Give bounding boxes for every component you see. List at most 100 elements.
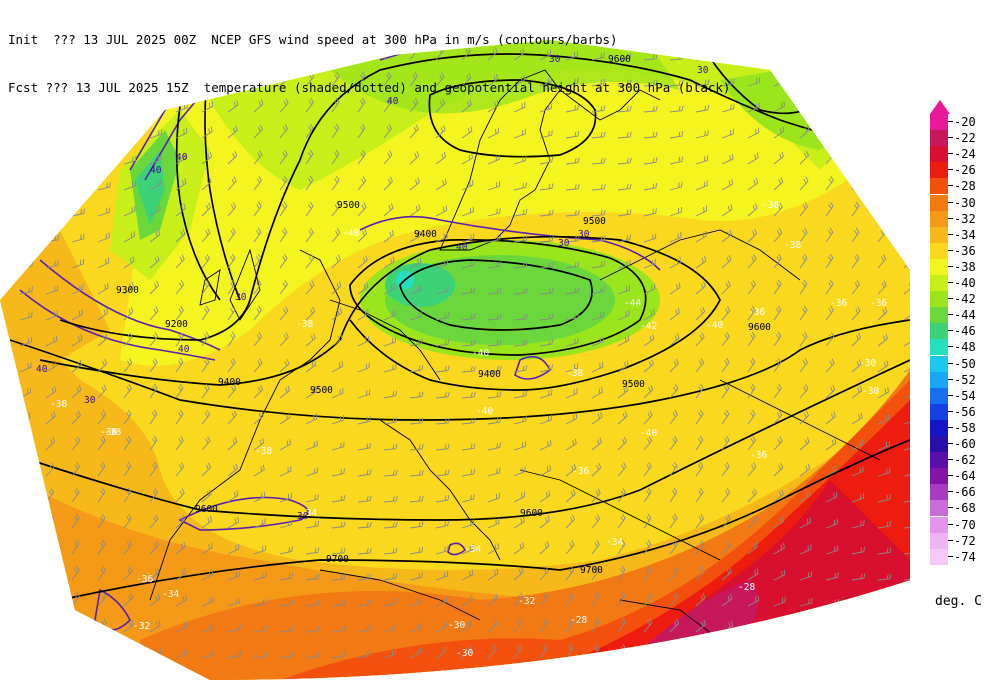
wind-barb (409, 391, 424, 399)
wind-barb (149, 620, 161, 633)
wind-barb (539, 156, 554, 165)
wind-barb (487, 593, 498, 607)
wind-barb (721, 332, 730, 347)
wind-barb (19, 286, 34, 295)
wind-barb (331, 361, 344, 373)
wind-barb (97, 131, 112, 139)
wind-barb (565, 514, 576, 529)
wind-barb (903, 46, 910, 61)
wind-barb (19, 565, 28, 581)
wind-barb (435, 596, 448, 607)
wind-barb (487, 518, 500, 529)
wind-barb (279, 492, 292, 503)
wind-barb (227, 437, 238, 451)
wind-barb (19, 184, 34, 191)
wind-barb (45, 386, 57, 399)
wind-barb (773, 383, 782, 399)
wind-barb (305, 651, 320, 659)
legend-swatch (930, 355, 948, 372)
wind-barb (201, 357, 210, 373)
wind-barb (253, 491, 266, 503)
wind-barb (695, 180, 708, 191)
wind-barb (721, 229, 732, 243)
wind-barb (279, 652, 294, 659)
wind-barb (175, 541, 186, 555)
wind-barb (409, 417, 424, 425)
wind-barb (565, 438, 577, 451)
wind-barb (487, 208, 501, 217)
legend-tick (948, 137, 953, 139)
wind-barb (643, 233, 657, 243)
wind-barb (305, 333, 316, 347)
legend-row: -44 (928, 303, 998, 324)
temp-label: -44 (624, 298, 641, 309)
wind-barb (877, 149, 886, 165)
wind-barb (825, 227, 834, 243)
legend-label: -70 (954, 517, 976, 532)
temperature-labels: -40 -38 -36 -38 -38 -36 -36 -38 -40 -44 … (50, 200, 887, 659)
wind-barb (565, 183, 580, 191)
wind-barb (721, 514, 731, 529)
wind-barb (487, 492, 500, 503)
wind-barb (461, 260, 475, 269)
wind-barb (331, 574, 346, 581)
legend-swatch (930, 178, 948, 195)
wind-barb (253, 437, 265, 451)
temp-label: -36 (830, 298, 847, 309)
wind-barb (825, 175, 834, 191)
wind-barb (903, 97, 910, 113)
temp-label: -40 (640, 428, 657, 439)
wind-barb (175, 514, 186, 529)
wind-barb (903, 334, 910, 347)
wind-barb (591, 462, 602, 477)
init-line: Init ??? 13 JUL 2025 00Z NCEP GFS wind s… (8, 32, 618, 47)
wind-barb (227, 410, 237, 425)
wind-barb (331, 468, 345, 477)
wind-barb (877, 175, 886, 191)
wind-barb (97, 308, 109, 321)
wind-barb (253, 464, 265, 477)
wind-barb (643, 384, 654, 399)
legend-swatch (930, 194, 948, 211)
wind-barb (45, 617, 54, 633)
wind-barb (201, 228, 211, 243)
wind-barb (851, 124, 861, 139)
wind-barb (279, 201, 288, 217)
legend-row: -32 (928, 207, 998, 227)
wind-barb (19, 362, 32, 373)
wind-barb (305, 494, 319, 503)
wind-barb (903, 175, 910, 191)
wind-barb (227, 331, 236, 347)
wind-barb (825, 625, 840, 633)
wind-barb (877, 625, 892, 633)
wind-barb (643, 105, 658, 113)
wind-barb (357, 335, 370, 347)
wind-barb (383, 521, 398, 529)
wind-barb (643, 182, 658, 191)
wind-barb (539, 339, 554, 347)
wind-barb (279, 599, 294, 607)
wind-barb (149, 383, 158, 399)
wind-barb (591, 209, 606, 217)
wind-barb (409, 521, 424, 529)
wind-barb (409, 444, 424, 451)
wind-label: 30 (697, 65, 709, 76)
wind-barb (825, 651, 840, 659)
wind-label: 30 (549, 54, 561, 65)
wind-barb (591, 412, 603, 425)
wind-barb (695, 332, 705, 347)
wind-barb (773, 228, 783, 243)
legend-label: -24 (954, 147, 976, 162)
wind-barb (851, 573, 866, 581)
wind-barb (331, 388, 344, 399)
wind-barb (409, 71, 418, 87)
wind-barb (799, 490, 811, 503)
wind-barb (747, 254, 757, 269)
wind-barb (383, 469, 398, 477)
legend-swatch (930, 130, 948, 147)
wind-barb (45, 310, 58, 321)
wind-barb (903, 442, 910, 451)
wind-barb (279, 412, 291, 425)
height-label: 9600 (520, 508, 543, 519)
